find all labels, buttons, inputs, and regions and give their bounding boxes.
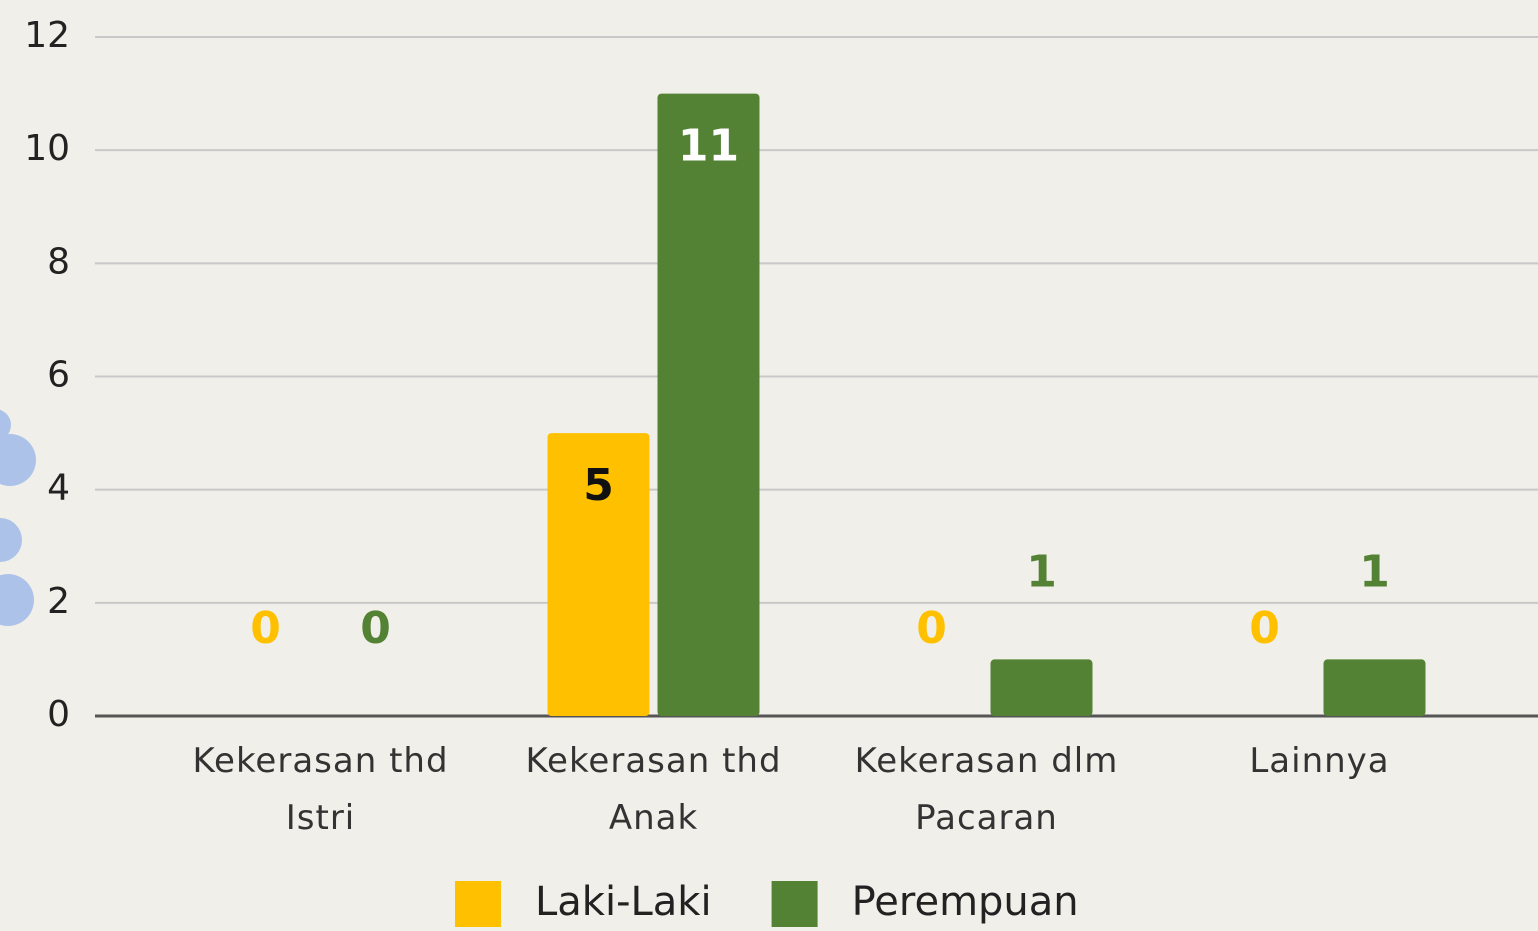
- bar: [991, 659, 1093, 716]
- data-label: 0: [250, 603, 281, 654]
- x-tick-label: Kekerasan thd Istri: [161, 733, 481, 847]
- y-tick-label: 2: [47, 581, 70, 622]
- legend-swatch: [455, 881, 501, 927]
- data-label: 1: [1359, 546, 1390, 597]
- x-tick-label: Lainnya: [1160, 733, 1480, 790]
- y-tick-label: 0: [47, 694, 70, 735]
- page: 024681012005110101Laki-LakiPerempuan (()…: [0, 0, 1538, 931]
- legend-label: Laki-Laki: [535, 879, 712, 925]
- y-tick-label: 6: [47, 355, 70, 396]
- y-tick-label: 12: [24, 15, 70, 56]
- legend-label: Perempuan: [852, 879, 1079, 925]
- decoration: [0, 409, 36, 626]
- data-label: 11: [678, 121, 739, 172]
- legend-swatch: [772, 881, 818, 927]
- data-label: 0: [360, 603, 391, 654]
- x-tick-label: Kekerasan thd Anak: [494, 733, 814, 847]
- y-tick-label: 4: [47, 468, 70, 509]
- x-tick-label: Kekerasan dlm Pacaran: [827, 733, 1147, 847]
- data-label: 0: [916, 603, 947, 654]
- y-tick-label: 10: [24, 128, 70, 169]
- data-label: 0: [1249, 603, 1280, 654]
- data-label: 1: [1026, 546, 1057, 597]
- y-tick-label: 8: [47, 241, 70, 282]
- bar: [1324, 659, 1426, 716]
- bar: [658, 94, 760, 716]
- data-label: 5: [583, 460, 614, 511]
